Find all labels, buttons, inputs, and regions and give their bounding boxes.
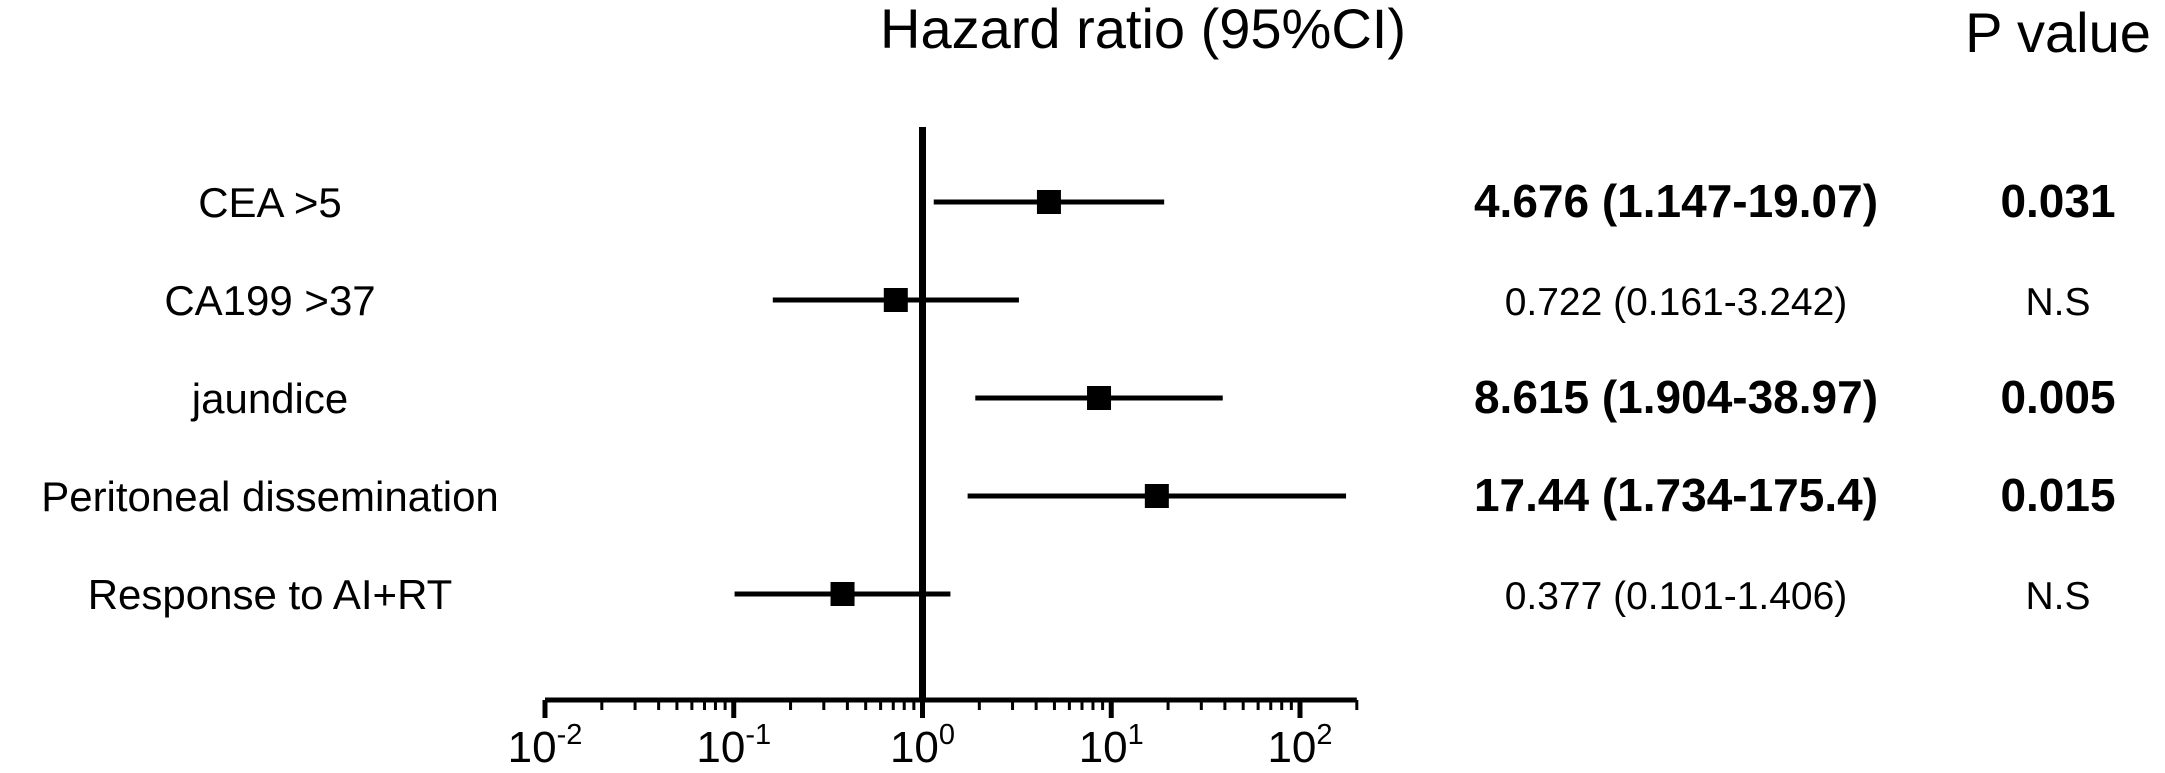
x-tick-label: 100 (890, 719, 955, 772)
x-tick-base: 10 (508, 723, 557, 772)
x-tick-exponent: 2 (1316, 719, 1332, 751)
x-tick-base: 10 (1079, 723, 1128, 772)
x-tick-label: 10-2 (508, 719, 583, 772)
x-tick-base: 10 (890, 723, 939, 772)
x-tick-base: 10 (1267, 723, 1316, 772)
x-tick-exponent: 1 (1128, 719, 1144, 751)
row-label: CEA >5 (198, 179, 342, 226)
x-tick-exponent: -2 (557, 719, 583, 751)
hr-ci-value: 4.676 (1.147-19.07) (1474, 175, 1878, 227)
x-tick-exponent: -1 (745, 719, 771, 751)
hr-point (830, 582, 855, 606)
hr-point (1144, 484, 1169, 508)
row-label: Response to AI+RT (88, 571, 453, 618)
chart-title: Hazard ratio (95%CI) (880, 0, 1406, 60)
p-value-header: P value (1965, 1, 2151, 64)
row-label: Peritoneal dissemination (41, 473, 499, 520)
x-tick-label: 101 (1079, 719, 1144, 772)
row-label: jaundice (190, 375, 348, 422)
x-tick-label: 10-1 (696, 719, 771, 772)
p-value: 0.015 (2000, 469, 2115, 521)
hr-ci-value: 0.722 (0.161-3.242) (1505, 281, 1848, 324)
hr-point (1036, 190, 1061, 214)
hr-point (883, 288, 908, 312)
hr-ci-value: 17.44 (1.734-175.4) (1474, 469, 1878, 521)
hr-point (1087, 386, 1112, 410)
p-value: 0.005 (2000, 371, 2115, 423)
x-tick-label: 102 (1267, 719, 1332, 772)
p-value: 0.031 (2000, 175, 2115, 227)
row-label: CA199 >37 (164, 277, 375, 324)
x-tick-exponent: 0 (939, 719, 955, 751)
hr-ci-value: 0.377 (0.101-1.406) (1505, 575, 1848, 618)
p-value: N.S (2025, 575, 2090, 618)
x-tick-base: 10 (696, 723, 745, 772)
p-value: N.S (2025, 281, 2090, 324)
hr-ci-value: 8.615 (1.904-38.97) (1474, 371, 1878, 423)
